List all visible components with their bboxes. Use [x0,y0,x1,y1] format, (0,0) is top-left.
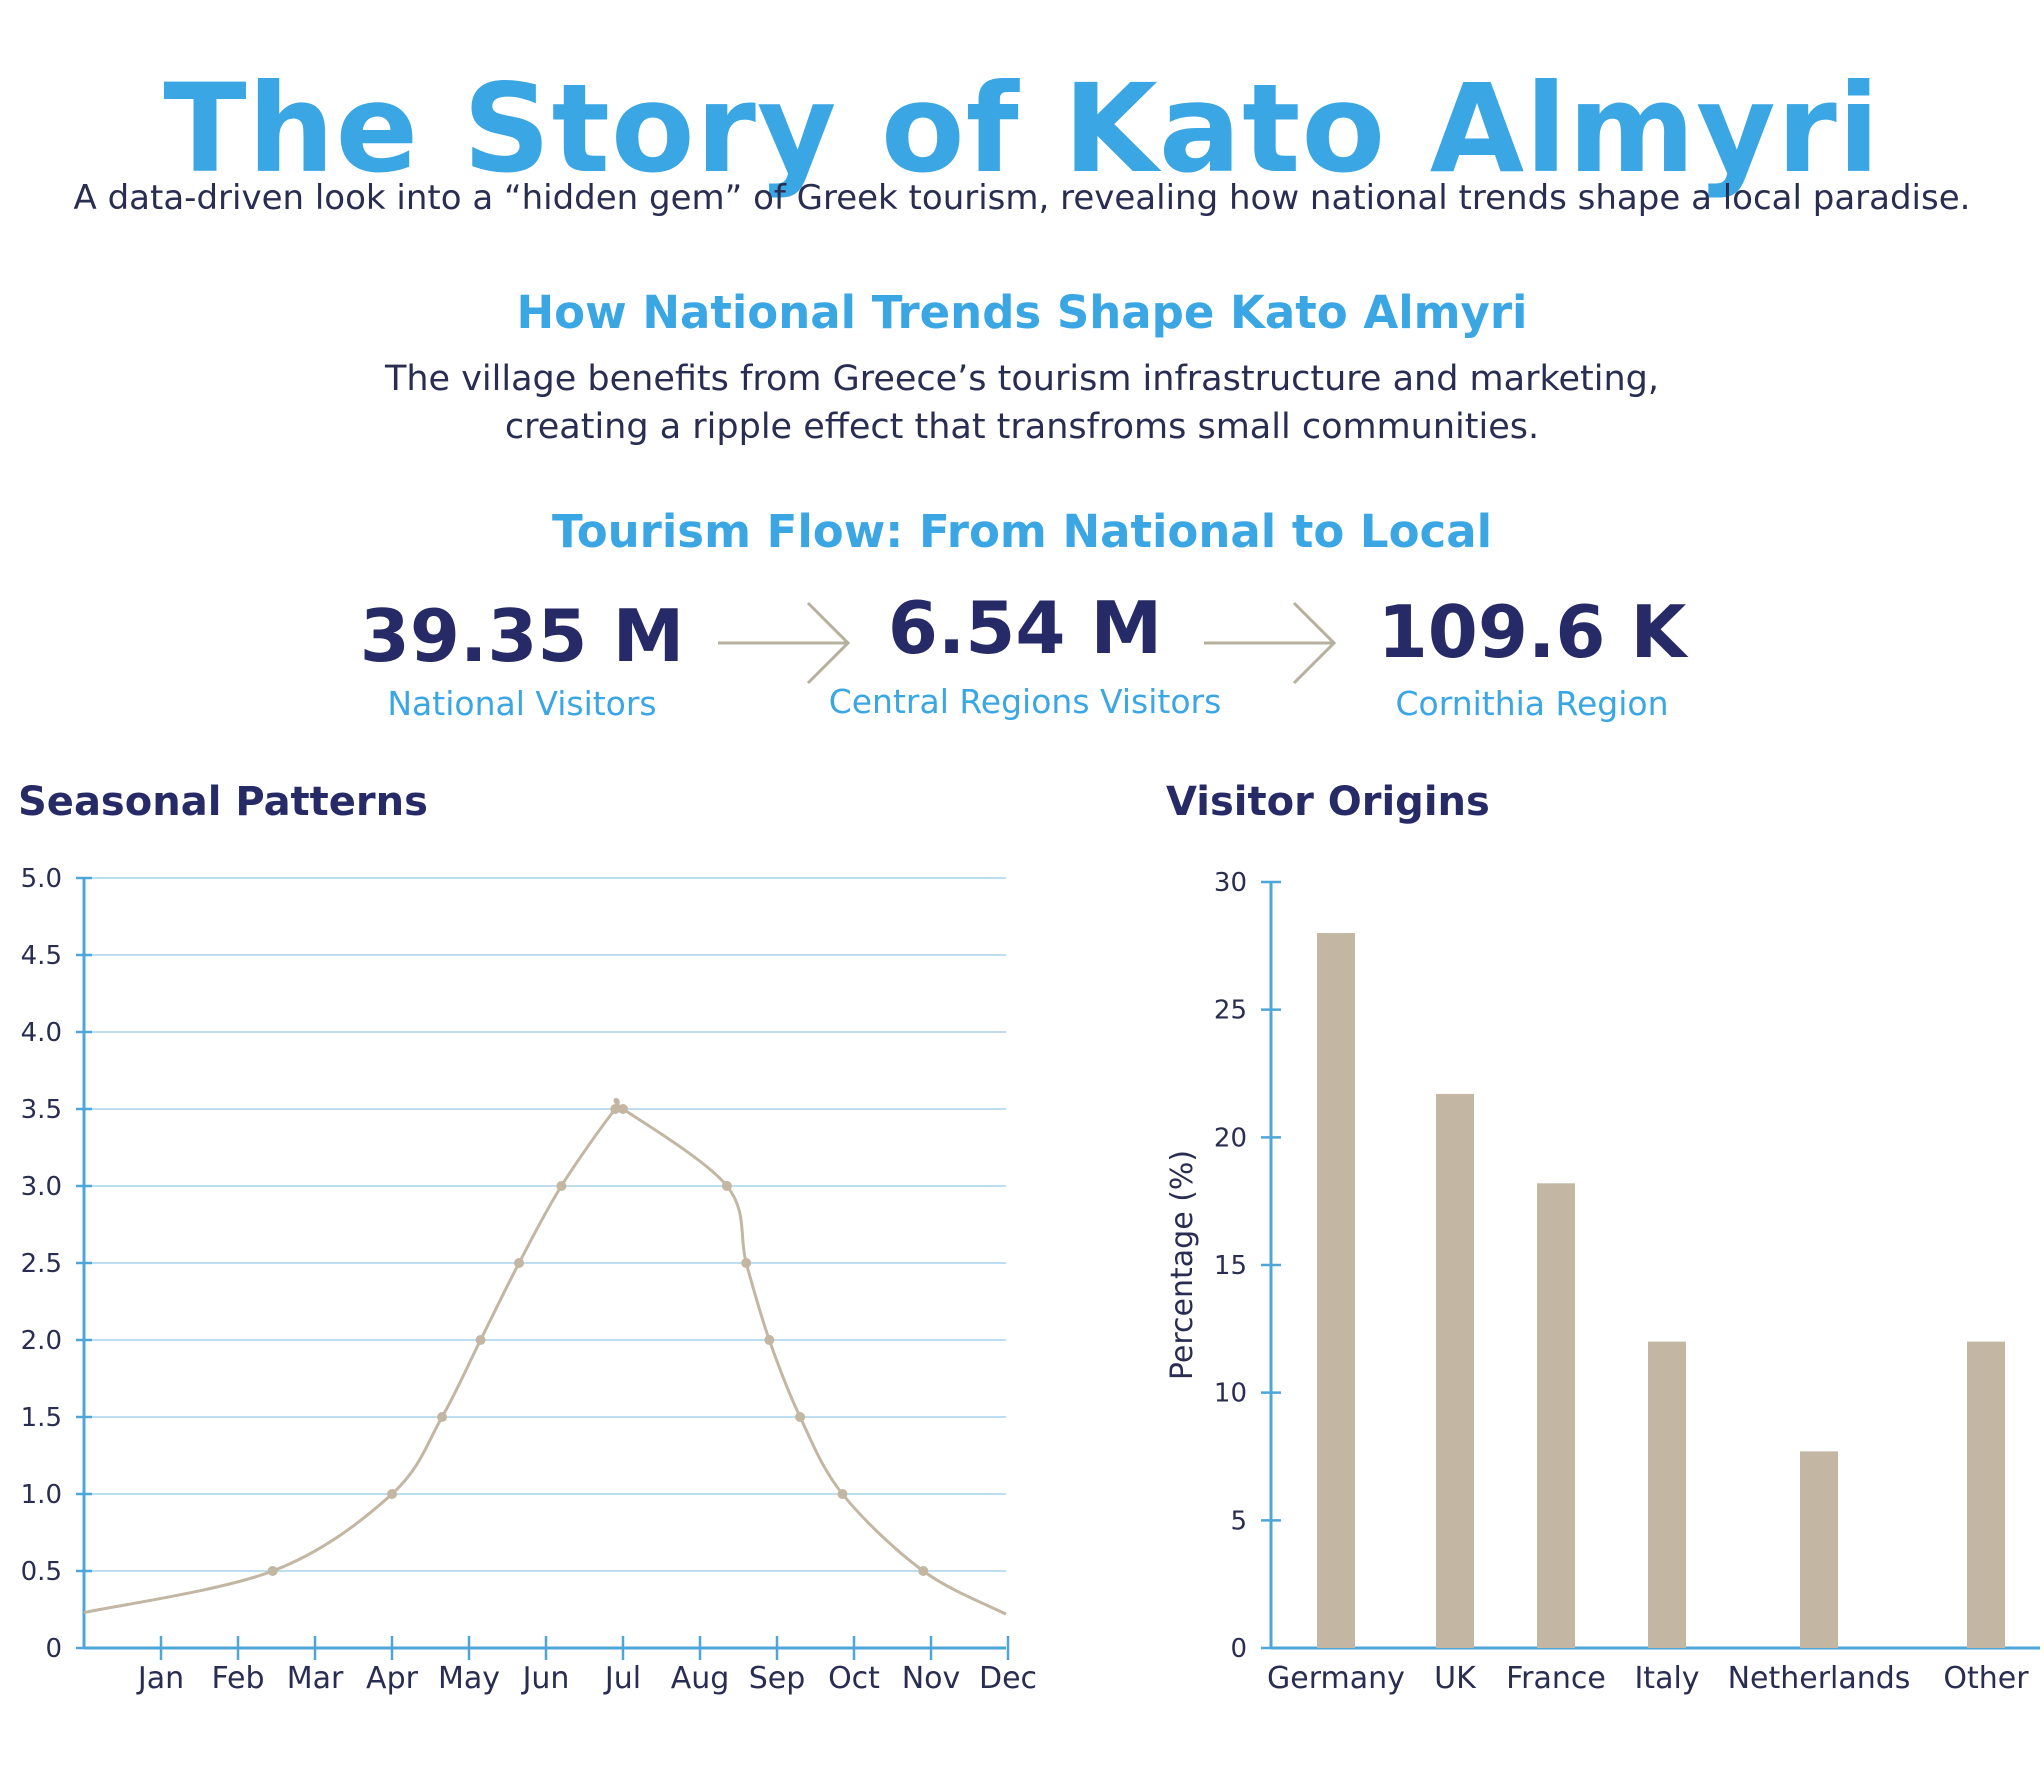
x-tick-label: Nov [902,1661,961,1696]
x-tick-label: Sep [749,1661,806,1696]
stat-region-label: Cornithia Region [1395,684,1669,723]
y-tick-label: 4.0 [21,1018,62,1048]
bar-other [1967,1341,2005,1648]
y-tick-label: 3.5 [21,1095,62,1125]
stat-region: 109.6 K Cornithia Region [1322,596,1742,723]
seasonal-chart-title: Seasonal Patterns [18,779,428,825]
y-tick-label: 4.5 [21,941,62,971]
x-tick-label: May [438,1661,500,1696]
x-tick-label: Jul [603,1661,641,1696]
seasonal-line [83,1097,1007,1616]
y-tick-label: 2.5 [21,1249,62,1279]
flow-heading: Tourism Flow: From National to Local [552,505,1492,558]
seasonal-point [267,1566,278,1576]
bar-netherlands [1800,1451,1838,1648]
flow-arrow-1-icon [718,601,851,685]
x-tick-label: France [1506,1661,1606,1696]
stat-central-value: 6.54 M [887,586,1163,670]
y-tick-label: 30 [1214,868,1247,898]
y-tick-label: 3.0 [21,1172,62,1202]
x-tick-label: Feb [211,1661,264,1696]
trends-heading: How National Trends Shape Kato Almyri [516,286,1528,339]
y-tick-label: 5.0 [21,864,62,894]
seasonal-point [618,1104,628,1114]
y-tick-label: 15 [1214,1251,1247,1281]
y-tick-label: 0.5 [21,1557,62,1587]
bar-france [1537,1183,1575,1648]
y-tick-label: 5 [1230,1506,1247,1536]
origins-bar-chart: 0 5 10 15 20 25 30 Percentage (%) Germany UK Franc… [1165,868,2040,1696]
x-tick-label: Other [1943,1661,2029,1696]
x-tick-label: Italy [1634,1661,1699,1696]
stat-central-label: Central Regions Visitors [828,682,1222,721]
origins-chart-title: Visitor Origins [1166,779,1490,825]
stat-national: 39.35 M National Visitors [312,600,732,723]
y-tick-label: 20 [1214,1123,1247,1153]
trends-description: The village benefits from Greece’s touri… [0,355,2044,451]
y-tick-label: 1.0 [21,1480,62,1510]
x-tick-label: Oct [828,1661,880,1696]
y-tick-label: 2.0 [21,1326,62,1356]
y-axis-label: Percentage (%) [1165,1150,1200,1380]
stat-national-label: National Visitors [387,684,657,723]
flow-arrow-2-icon [1204,601,1337,685]
x-tick-label: Netherlands [1728,1661,1911,1696]
y-tick-label: 25 [1214,996,1247,1026]
seasonal-point [475,1335,486,1345]
y-tick-label: 0 [45,1634,62,1664]
bar-uk [1436,1093,1474,1648]
stat-national-value: 39.35 M [359,594,685,678]
bar-germany [1317,933,1355,1648]
seasonal-point [918,1566,929,1576]
y-tick-label: 1.5 [21,1403,62,1433]
trends-line-2: creating a ripple effect that transfroms… [504,407,1540,447]
x-tick-label: Mar [287,1661,344,1696]
seasonal-point [837,1489,848,1499]
x-tick-label: Aug [671,1661,730,1696]
bar-italy [1648,1341,1686,1648]
x-tick-label: Jun [521,1661,570,1696]
seasonal-point [795,1412,806,1422]
seasonal-point [764,1335,775,1345]
seasonal-point [514,1258,525,1268]
y-tick-label: 10 [1214,1379,1247,1409]
x-tick-label: UK [1434,1661,1477,1696]
page-subtitle: A data-driven look into a “hidden gem” o… [73,178,1971,218]
seasonal-point [556,1181,567,1191]
page-title: The Story of Kato Almyri [163,58,1881,200]
seasonal-point [721,1181,732,1191]
x-tick-label: Germany [1267,1661,1405,1696]
x-tick-label: Dec [979,1661,1037,1696]
x-tick-label: Apr [366,1661,419,1696]
x-tick-label: Jan [136,1661,184,1696]
stat-region-value: 109.6 K [1377,590,1687,674]
seasonal-point [610,1104,621,1114]
y-tick-label: 0 [1230,1634,1247,1664]
trends-line-1: The village benefits from Greece’s touri… [384,359,1659,399]
seasonal-point [437,1412,448,1422]
seasonal-point [387,1489,397,1499]
stat-central: 6.54 M Central Regions Visitors [815,592,1235,721]
seasonal-point [741,1258,752,1268]
seasonal-line-chart: 0 0.5 1.0 1.5 2.0 2.5 3.0 3.5 4.0 4.5 5.0 Jan Feb Mar… [21,864,1037,1696]
